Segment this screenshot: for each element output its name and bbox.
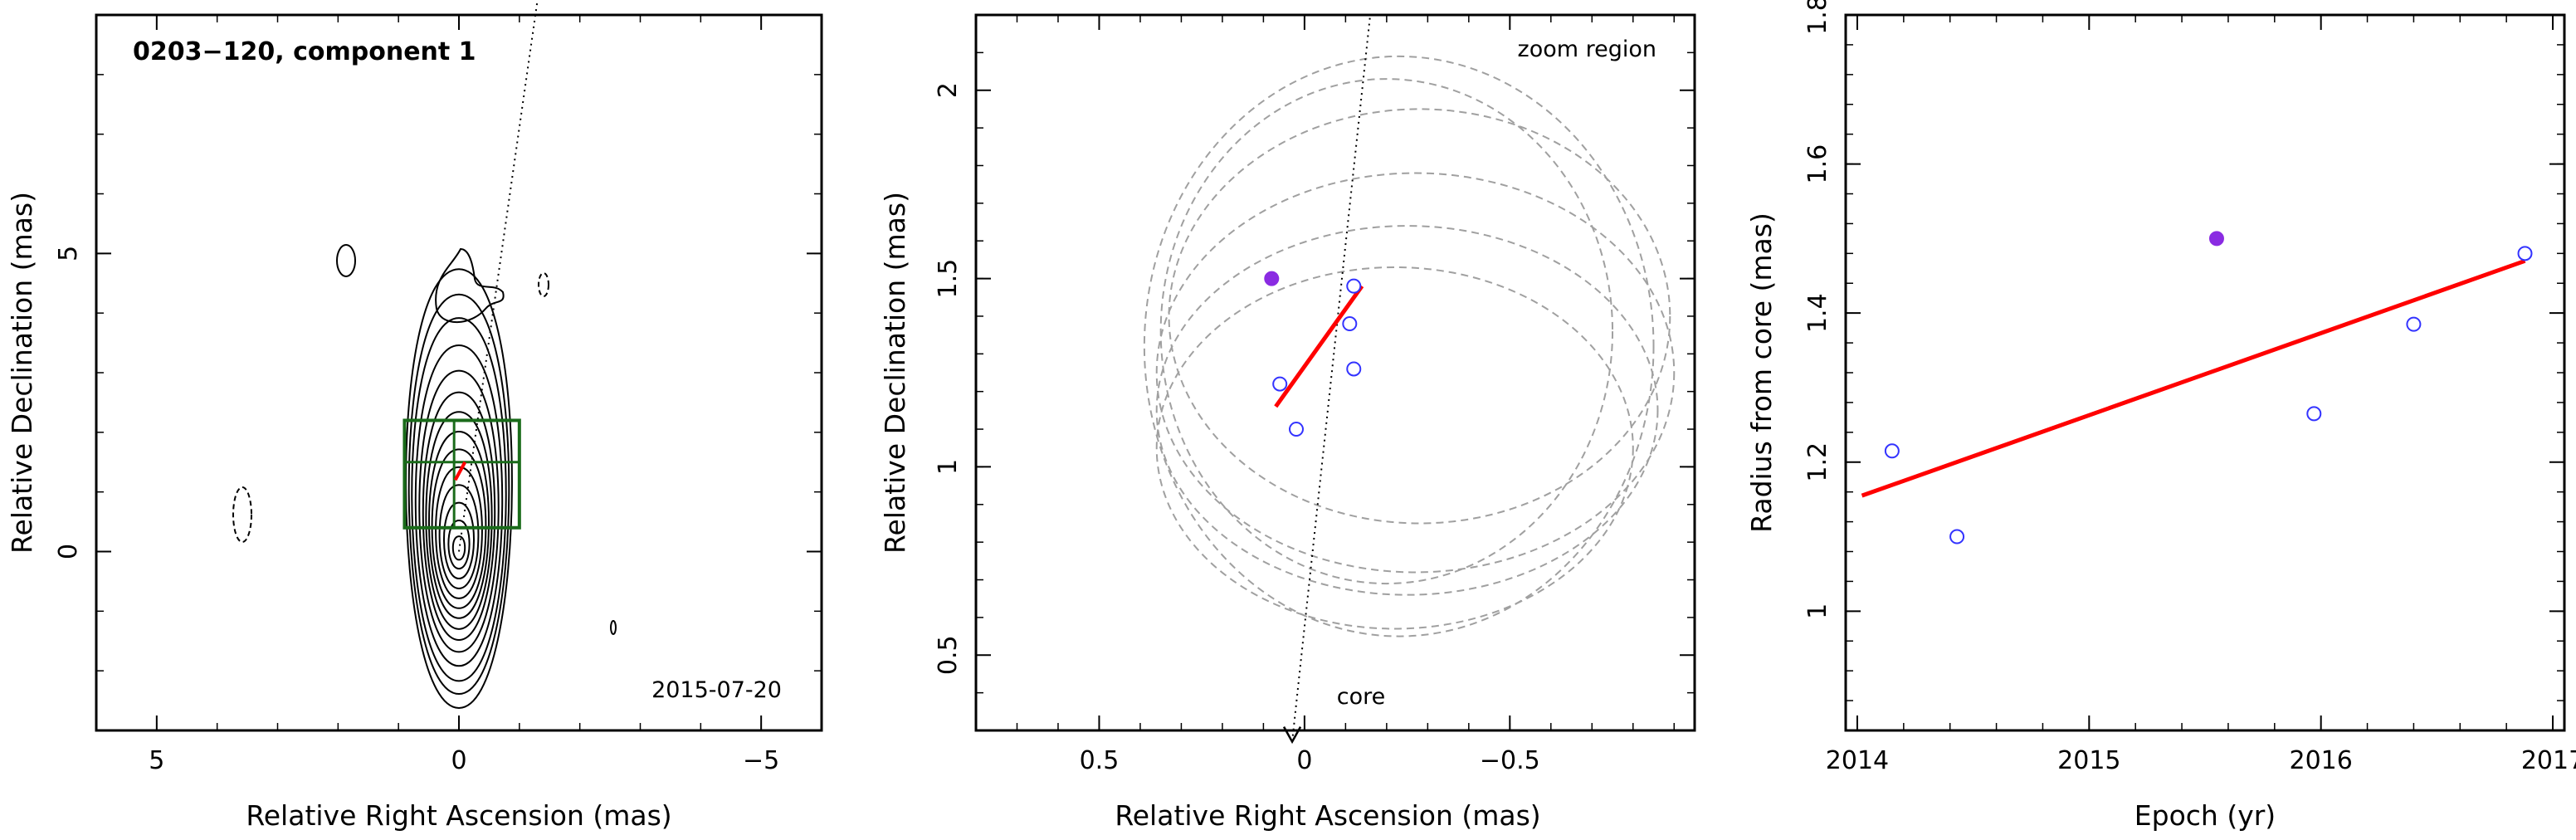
core-arrow [1282,726,1302,745]
core-contour [425,411,493,630]
zoom-region-y-tick-label: 1 [934,459,963,475]
component-position-point [1346,278,1362,294]
zoom-region-x-tick-label: 0 [1296,746,1312,775]
intensity-contours [232,244,617,709]
radius-epoch-x-tick-label: 2014 [1826,746,1889,775]
beam-ellipse [1155,172,1676,574]
radius-epoch-ticks: 2014 2015 2016 2017 1 1.2 1.4 1.6 1.8 [1803,0,2576,775]
core-label: core [1337,684,1385,710]
radius-epoch-x-tick-label: 2015 [2057,746,2120,775]
core-contour [418,369,500,653]
contour-map-x-axis-label: Relative Right Ascension (mas) [246,799,671,832]
contour-map-x-tick-label: 0 [451,746,466,775]
core-contour [451,535,466,561]
component-position-point [1342,316,1358,332]
contour-map-y-tick-label: 0 [54,544,83,559]
radius-epoch-y-tick-label: 1 [1803,603,1832,619]
component-fit-line [453,461,467,481]
radius-epoch-y-tick-label: 1.6 [1803,144,1832,184]
core-contour [435,466,483,599]
current-epoch-point [1264,271,1280,286]
zoom-region-x-tick-label: 0.5 [1080,746,1120,775]
component-position-point [1346,361,1362,377]
zoom-region-x-tick-label: −0.5 [1480,746,1540,775]
position-fit-line [1274,285,1364,408]
negative-contour [538,272,549,297]
core-contour [414,344,504,667]
core-contour [447,519,471,570]
beam-ellipse [1155,266,1634,630]
zoom-region-marks [1264,14,1372,745]
radius-fit-line [1861,258,2526,498]
core-contour [428,430,490,619]
core-contour [407,293,510,696]
core-contour [438,484,480,589]
contour-map-y-tick-label: 5 [54,246,83,261]
jet-knot-contour [435,247,505,324]
radius-point [2406,316,2422,332]
contour-map-x-tick-label: −5 [743,746,779,775]
radius-epoch-y-tick-label: 1.8 [1803,0,1832,35]
zoom-region-label: zoom region [1518,37,1656,62]
observation-date-label: 2015-07-20 [651,677,782,703]
negative-contour [232,486,252,543]
radius-point [2306,406,2322,422]
contour-map-marks [402,0,539,552]
zoom-region-y-tick-label: 1.5 [934,259,963,299]
radius-epoch-panel: 2014 2015 2016 2017 1 1.2 1.4 1.6 1.8 Epoch (yr)… [1745,0,2576,832]
radius-point [1884,443,1900,459]
core-contour [443,501,475,580]
radius-epoch-x-tick-label: 2016 [2289,746,2352,775]
contour-map-y-axis-label: Relative Declination (mas) [6,192,38,554]
radius-epoch-x-axis-label: Epoch (yr) [2134,799,2276,832]
core-contour [405,268,513,709]
core-contour [431,448,487,609]
component-position-point [1272,376,1288,392]
isolated-contour [610,620,617,635]
jet-axis-line [458,0,539,552]
zoom-region-y-axis-label: Relative Declination (mas) [879,192,911,554]
beam-ellipse [1143,55,1655,637]
contour-map-ticks: 5 0 −5 0 5 [54,14,822,775]
contour-map-frame [95,13,823,732]
beam-ellipse [1168,108,1671,525]
beam-ellipse [1159,78,1614,585]
radius-epoch-y-tick-label: 1.2 [1803,442,1832,482]
zoom-region-panel: 0.5 0 −0.5 0.5 1 1.5 2 zoom region core Relati… [879,13,1696,832]
radius-epoch-marks [1861,231,2533,545]
contour-map-panel: 5 0 −505 0203−120, component 1 2015-07-20 … [6,0,823,832]
core-contour [411,317,507,682]
zoom-region-y-tick-label: 2 [934,82,963,98]
beam-ellipses [1143,55,1676,637]
zoom-region-x-axis-label: Relative Right Ascension (mas) [1115,799,1540,832]
core-contour [422,391,496,642]
contour-map-x-tick-label: 5 [149,746,164,775]
radius-epoch-y-axis-label: Radius from core (mas) [1745,212,1778,533]
radius-point [2517,246,2533,261]
radius-epoch-y-tick-label: 1.4 [1803,293,1832,333]
zoom-region-y-tick-label: 0.5 [934,635,963,675]
current-epoch-point [2208,231,2224,247]
radius-point [1949,529,1965,545]
beam-ellipse [1155,225,1659,596]
radius-epoch-x-tick-label: 2017 [2521,746,2576,775]
component-position-point [1288,422,1304,437]
contour-map-title: 0203−120, component 1 [133,37,476,66]
isolated-contour [336,244,356,277]
zoom-region-box [402,418,521,530]
zoom-region-frame [974,13,1696,732]
jet-axis-line [1291,14,1372,742]
zoom-region-ticks: 0.5 0 −0.5 0.5 1 1.5 2 [934,14,1695,775]
